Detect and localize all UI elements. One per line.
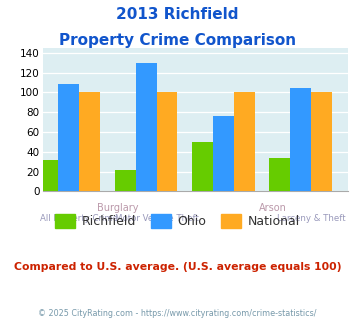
Text: Larceny & Theft: Larceny & Theft (277, 214, 346, 223)
Bar (37, 160, 58, 191)
Bar (136, 63, 157, 191)
Text: Arson: Arson (259, 203, 286, 213)
Bar (269, 158, 290, 191)
Text: © 2025 CityRating.com - https://www.cityrating.com/crime-statistics/: © 2025 CityRating.com - https://www.city… (38, 309, 317, 318)
Text: All Property Crime: All Property Crime (40, 214, 118, 223)
Bar (290, 88, 311, 191)
Bar (192, 142, 213, 191)
Text: Compared to U.S. average. (U.S. average equals 100): Compared to U.S. average. (U.S. average … (14, 262, 341, 272)
Text: Burglary: Burglary (97, 203, 139, 213)
Bar (115, 170, 136, 191)
Bar (311, 92, 332, 191)
Legend: Richfield, Ohio, National: Richfield, Ohio, National (50, 209, 305, 233)
Text: Motor Vehicle Theft: Motor Vehicle Theft (115, 214, 198, 223)
Bar (157, 92, 178, 191)
Bar (234, 92, 255, 191)
Text: 2013 Richfield: 2013 Richfield (116, 7, 239, 22)
Bar (58, 84, 79, 191)
Bar (213, 116, 234, 191)
Bar (79, 92, 100, 191)
Text: Property Crime Comparison: Property Crime Comparison (59, 33, 296, 48)
